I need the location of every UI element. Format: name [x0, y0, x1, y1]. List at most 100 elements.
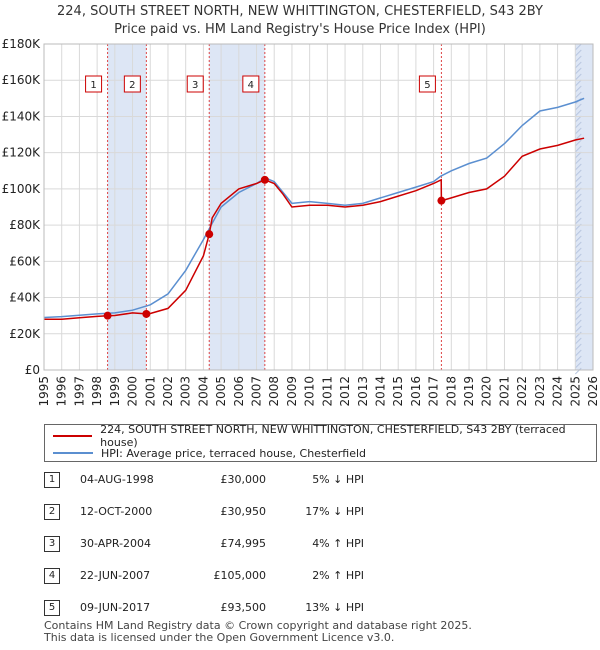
plot-frame: [43, 43, 594, 371]
sale-number-box: [186, 75, 204, 93]
hatch-line: [574, 205, 582, 213]
x-tick-label: 2013: [356, 376, 370, 407]
sale-hpi-change: 2% ↑ HPI: [312, 569, 364, 582]
sale-price: £93,500: [220, 601, 267, 614]
sale-price: £105,000: [213, 569, 267, 582]
x-tick-label: 2006: [232, 376, 246, 407]
shaded-band: [575, 44, 593, 370]
sale-price: £30,000: [220, 473, 267, 486]
hatch-line: [574, 289, 582, 297]
x-tick-label: 2023: [533, 376, 547, 407]
y-tick-label: £120K: [2, 146, 42, 160]
red-line-swatch: [53, 435, 93, 437]
hatch-line: [574, 355, 582, 363]
sale-number-label: 4: [248, 80, 254, 91]
x-tick-label: 2016: [409, 376, 423, 407]
x-tick-label: 2008: [267, 376, 281, 407]
sale-point: [260, 175, 269, 184]
hatch-line: [574, 175, 582, 183]
x-tick-label: 2007: [250, 376, 264, 407]
sale-number-badge: 2: [44, 504, 60, 520]
sale-row: 5 09-JUN-2017 £93,500 13% ↓ HPI: [44, 600, 444, 618]
hatch-line: [574, 61, 582, 69]
hatch-line: [574, 169, 582, 177]
chart-title: 224, SOUTH STREET NORTH, NEW WHITTINGTON…: [57, 4, 543, 19]
hatch-line: [574, 301, 582, 309]
sale-number-box: [418, 75, 436, 93]
sale-row: 1 04-AUG-1998 £30,000 5% ↓ HPI: [44, 472, 444, 490]
hatch-line: [574, 277, 582, 285]
y-tick-label: £100K: [2, 182, 42, 196]
x-tick-label: 2005: [214, 376, 228, 407]
x-tick-label: 1998: [90, 376, 104, 407]
hatch-line: [574, 217, 582, 225]
x-tick-label: 1996: [55, 376, 69, 407]
hatch-line: [574, 319, 582, 327]
sale-number-box: [123, 75, 141, 93]
x-tick-label: 2018: [444, 376, 458, 407]
hatch-line: [574, 265, 582, 273]
hatch-line: [574, 85, 582, 93]
x-tick-label: 2021: [497, 376, 511, 407]
sale-price: £74,995: [220, 537, 267, 550]
sale-date: 09-JUN-2017: [80, 601, 151, 614]
sale-hpi-change: 13% ↓ HPI: [305, 601, 364, 614]
sale-number-badge: 4: [44, 568, 60, 584]
y-tick-label: £80K: [9, 218, 41, 232]
chart-subtitle: Price paid vs. HM Land Registry's House …: [114, 22, 486, 37]
x-tick-label: 2012: [338, 376, 352, 407]
hatch-line: [574, 253, 582, 261]
hatch-line: [574, 241, 582, 249]
x-tick-label: 2009: [285, 376, 299, 407]
hatch-line: [574, 313, 582, 321]
price-chart: £0 £20K £40K £60K £80K £100K £120K £140K £160K £1…: [2, 37, 600, 407]
hpi-series-line: [43, 97, 585, 319]
sale-point: [437, 196, 446, 205]
hatch-line: [574, 199, 582, 207]
sale-hpi-change: 17% ↓ HPI: [305, 505, 364, 518]
hatch-line: [574, 181, 582, 189]
hatch-line: [574, 211, 582, 219]
y-tick-label: £160K: [2, 73, 42, 87]
hatch-line: [574, 133, 582, 141]
sale-point: [205, 230, 214, 239]
sale-price: £30,950: [220, 505, 267, 518]
footer-line-1: Contains HM Land Registry data © Crown c…: [44, 619, 472, 632]
hatch-line: [574, 79, 582, 87]
sale-number-label: 1: [90, 80, 96, 91]
x-tick-label: 2020: [480, 376, 494, 407]
sale-number-box: [242, 75, 260, 93]
x-tick-label: 2022: [515, 376, 529, 407]
x-tick-label: 2000: [126, 376, 140, 407]
hatch-line: [574, 229, 582, 237]
sale-hpi-change: 4% ↑ HPI: [312, 537, 364, 550]
sale-number-label: 5: [424, 80, 430, 91]
sale-number-badge: 5: [44, 600, 60, 616]
hatch-line: [574, 271, 582, 279]
x-tick-label: 2002: [161, 376, 175, 407]
sale-point: [142, 309, 151, 318]
hatch-line: [574, 307, 582, 315]
x-tick-label: 1995: [37, 376, 51, 407]
hatch-line: [574, 109, 582, 117]
hatch-line: [574, 247, 582, 255]
hatch-line: [574, 43, 582, 51]
legend-item-property: 224, SOUTH STREET NORTH, NEW WHITTINGTON…: [53, 423, 596, 449]
sale-number-label: 3: [192, 80, 198, 91]
legend-label-hpi: HPI: Average price, terraced house, Ches…: [101, 446, 367, 460]
sale-date: 12-OCT-2000: [80, 505, 153, 518]
hatch-line: [574, 331, 582, 339]
x-tick-label: 2011: [320, 376, 334, 407]
sale-date: 30-APR-2004: [80, 537, 152, 550]
sale-number-badge: 1: [44, 472, 60, 488]
x-tick-label: 1999: [108, 376, 122, 407]
sale-hpi-change: 5% ↓ HPI: [312, 473, 364, 486]
hatch-line: [574, 343, 582, 351]
footer-attribution: Contains HM Land Registry data © Crown c…: [44, 620, 472, 644]
footer-line-2: This data is licensed under the Open Gov…: [44, 631, 395, 644]
legend: 224, SOUTH STREET NORTH, NEW WHITTINGTON…: [44, 423, 597, 462]
hatch-line: [574, 367, 582, 375]
x-tick-label: 2004: [196, 376, 210, 407]
hatch-line: [574, 127, 582, 135]
hatch-line: [574, 115, 582, 123]
